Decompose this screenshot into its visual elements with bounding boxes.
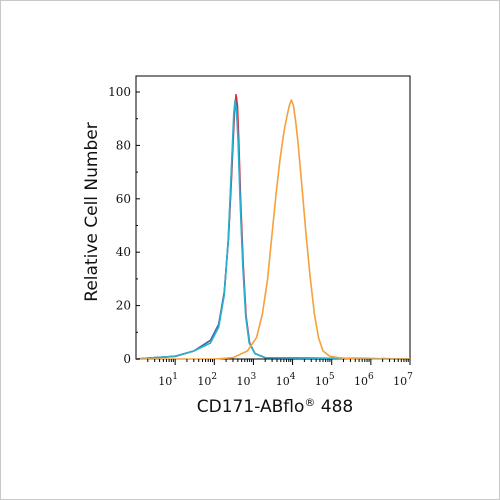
histogram-series-4 xyxy=(136,99,410,360)
y-tick-label: 80 xyxy=(116,138,131,152)
y-tick-label: 60 xyxy=(116,192,131,206)
y-tick-label: 100 xyxy=(108,85,131,99)
y-tick-label: 0 xyxy=(123,352,131,366)
series-layer xyxy=(135,93,411,360)
y-tick-label: 40 xyxy=(116,245,131,259)
x-tick-label: 105 xyxy=(315,372,335,388)
y-axis-ticks: 0 20 40 60 80 100 xyxy=(108,85,140,366)
plot-border xyxy=(135,75,411,360)
x-axis-label-registered-mark: ® xyxy=(304,396,315,409)
y-axis-label: Relative Cell Number xyxy=(82,122,102,301)
x-tick-label: 106 xyxy=(354,372,374,388)
x-tick-label: 101 xyxy=(158,372,178,388)
x-tick-label: 102 xyxy=(197,372,217,388)
x-tick-label: 103 xyxy=(237,372,257,388)
x-axis-ticks: 101 102 103 104 105 106 107 xyxy=(147,359,413,388)
y-tick-label: 20 xyxy=(116,299,131,313)
x-axis-label: CD171-ABflo® 488 xyxy=(197,396,353,417)
x-tick-label: 107 xyxy=(393,372,413,388)
histogram-series-3 xyxy=(135,99,411,360)
plot-area xyxy=(135,75,411,360)
x-tick-label: 104 xyxy=(276,372,296,388)
x-axis-label-suffix: 488 xyxy=(315,397,353,417)
x-axis-label-main: CD171-ABflo xyxy=(197,397,305,417)
